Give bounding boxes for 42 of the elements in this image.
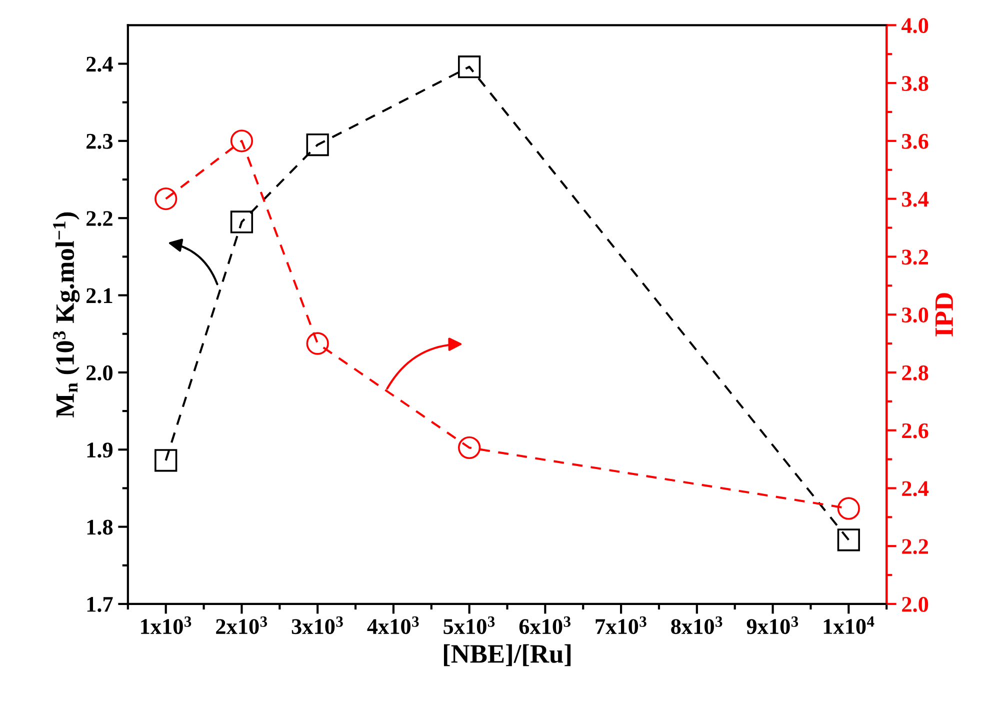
y2-tick-label: 2.4 xyxy=(902,481,929,496)
y2-tick-label: 3.0 xyxy=(902,307,928,323)
x-tick-label: 6x10$^{3}$ xyxy=(519,616,570,634)
y2-tick-label: 2.6 xyxy=(902,423,928,438)
y2-tick-label: 3.4 xyxy=(902,192,929,207)
point xyxy=(837,497,860,520)
y-tick-label: 1.7 xyxy=(87,597,113,612)
x-axis-title: [NBE]/[Ru] xyxy=(444,644,571,666)
y2-tick-label: 4.0 xyxy=(901,18,928,34)
y-tick-label: 2.3 xyxy=(86,134,113,149)
point xyxy=(306,133,329,156)
x-tick-label: 8x10$^{3}$ xyxy=(671,616,722,634)
y-tick-label: 2.2 xyxy=(86,211,112,226)
x-tick-label: 5x10$^{3}$ xyxy=(444,616,495,634)
y2-tick-label: 3.6 xyxy=(902,134,928,149)
x-tick-label: 2x10$^{3}$ xyxy=(216,616,268,634)
x-tick-label: 3x10$^{3}$ xyxy=(292,616,343,634)
y2-tick-label: 2.8 xyxy=(902,365,928,380)
y-tick-label: 1.8 xyxy=(87,520,113,535)
point xyxy=(458,436,481,460)
y-tick-label: 2.4 xyxy=(86,56,113,72)
y2-tick-label: 2.0 xyxy=(902,596,928,612)
y2-tick-label: 3.8 xyxy=(902,76,928,92)
x-tick-label: 1x10$^{3}$ xyxy=(141,616,192,634)
x-tick-label: 7x10$^{3}$ xyxy=(596,616,646,634)
x-tick-label: 9x10$^{3}$ xyxy=(746,616,798,634)
x-tick-label: 4x10$^{3}$ xyxy=(367,616,419,634)
y-tick-label: 2.0 xyxy=(86,365,112,380)
y-tick-label: 1.9 xyxy=(87,442,113,458)
y2-axis-title: IPD xyxy=(936,293,953,336)
y2-tick-label: 2.2 xyxy=(902,539,928,554)
x-tick-label: 1x10$^{4}$ xyxy=(824,616,874,634)
point xyxy=(230,210,254,234)
point xyxy=(306,332,329,355)
y-tick-label: 2.1 xyxy=(86,288,112,304)
point xyxy=(230,130,254,152)
point xyxy=(154,187,178,210)
y-axis-title: M$_{n}$ (10$^{3}$ Kg.mol$^{−1}$) xyxy=(53,212,80,418)
point xyxy=(458,56,481,78)
point xyxy=(837,528,860,552)
point xyxy=(154,449,178,472)
y2-tick-label: 3.2 xyxy=(902,250,928,265)
